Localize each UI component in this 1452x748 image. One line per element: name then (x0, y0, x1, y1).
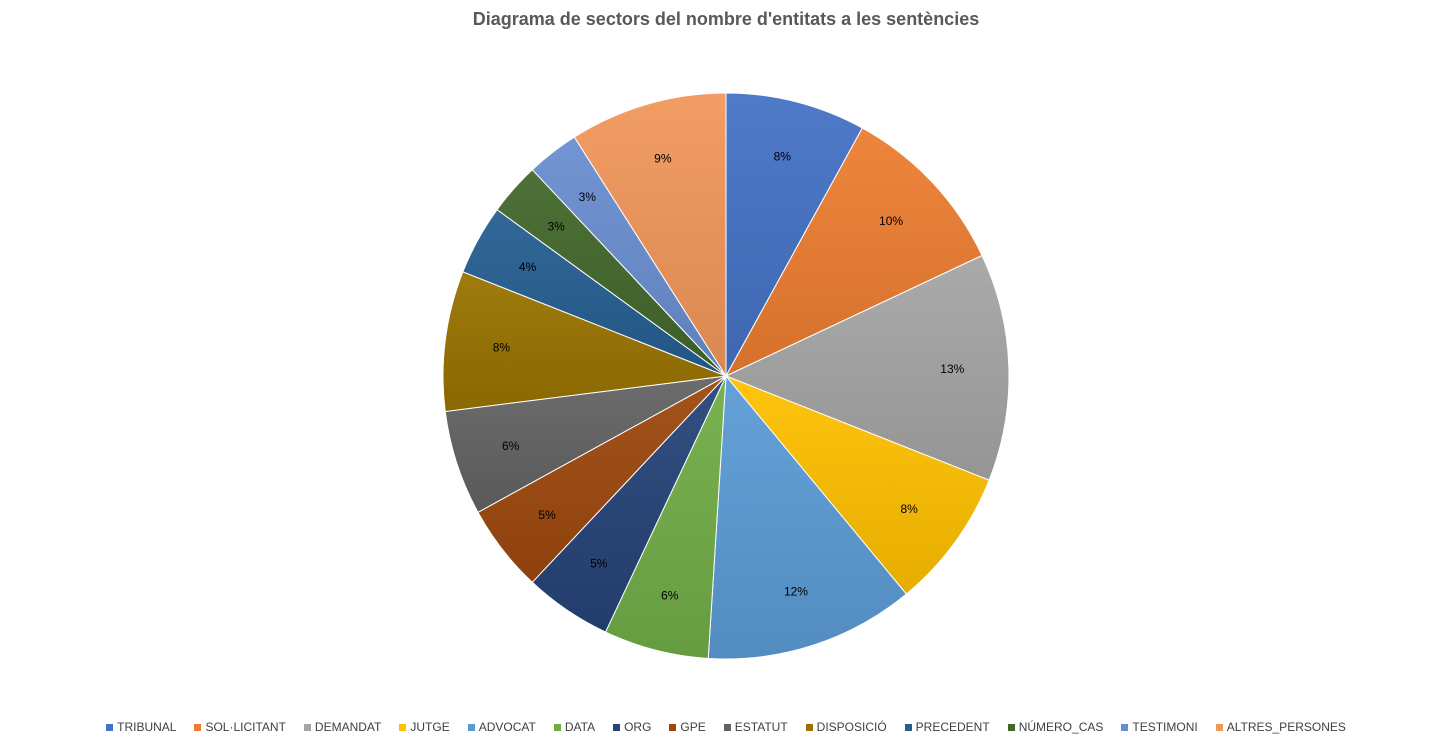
legend-swatch (1215, 723, 1223, 731)
legend-item-data: DATA (553, 720, 596, 734)
legend-label: PRECEDENT (915, 720, 990, 734)
data-label-org: 5% (590, 556, 608, 570)
pie-labels: 8% 10% 13% 8% 12% 6% 5% 5% 6% 8% 4% 3% 3% 9% (493, 150, 965, 603)
legend-swatch (669, 723, 677, 731)
legend-label: DEMANDAT (314, 720, 382, 734)
legend-label: NÚMERO_CAS (1018, 720, 1104, 734)
data-label-testimoni: 3% (579, 190, 597, 204)
data-label-advocat: 12% (784, 584, 808, 598)
legend-item-tribunal: TRIBUNAL (106, 720, 176, 734)
legend-swatch (723, 723, 731, 731)
legend-label: SOL·LICITANT (205, 720, 286, 734)
data-label-tribunal: 8% (774, 150, 792, 164)
legend-swatch (399, 723, 407, 731)
legend-item-testimoni: TESTIMONI (1121, 720, 1198, 734)
legend-label: TESTIMONI (1132, 720, 1198, 734)
legend-item-advocat: ADVOCAT (467, 720, 536, 734)
data-label-gpe: 5% (538, 508, 556, 522)
legend-swatch (303, 723, 311, 731)
data-label-data: 6% (661, 588, 679, 602)
data-label-sol·licitant: 10% (879, 214, 903, 228)
chart-legend: TRIBUNAL SOL·LICITANT DEMANDAT JUTGE ADVOCAT… (0, 720, 1452, 734)
legend-label: DISPOSICIÓ (816, 720, 887, 734)
legend-swatch (467, 723, 475, 731)
pie-slice-demandat (724, 254, 1010, 481)
pie-slice-altres_persones (573, 92, 727, 378)
legend-label: ALTRES_PERSONES (1226, 720, 1346, 734)
legend-label: ADVOCAT (478, 720, 536, 734)
data-label-número_cas: 3% (548, 219, 566, 233)
legend-item-gpe: GPE (669, 720, 706, 734)
data-label-altres_persones: 9% (654, 152, 672, 166)
pie-slice-disposició (442, 271, 727, 413)
legend-item-sol·licitant: SOL·LICITANT (194, 720, 286, 734)
data-label-estatut: 6% (502, 439, 520, 453)
legend-item-número_cas: NÚMERO_CAS (1007, 720, 1104, 734)
data-label-demandat: 13% (940, 362, 964, 376)
chart-title: Diagrama de sectors del nombre d'entitat… (472, 9, 980, 29)
pie-slice-tribunal (725, 92, 864, 377)
legend-label: DATA (564, 720, 596, 734)
data-label-jutge: 8% (900, 502, 918, 516)
legend-swatch (613, 723, 621, 731)
pie-slice-sol·licitant (724, 127, 983, 378)
legend-label: JUTGE (410, 720, 450, 734)
data-label-disposició: 8% (493, 341, 511, 355)
legend-item-jutge: JUTGE (399, 720, 450, 734)
legend-item-disposició: DISPOSICIÓ (805, 720, 887, 734)
legend-swatch (1007, 723, 1015, 731)
legend-label: ORG (624, 720, 652, 734)
data-label-precedent: 4% (519, 260, 537, 274)
legend-item-altres_persones: ALTRES_PERSONES (1215, 720, 1346, 734)
legend-item-precedent: PRECEDENT (904, 720, 990, 734)
legend-swatch (194, 723, 202, 731)
legend-item-org: ORG (613, 720, 651, 734)
legend-label: TRIBUNAL (117, 720, 177, 734)
legend-label: GPE (680, 720, 706, 734)
legend-item-estatut: ESTATUT (723, 720, 788, 734)
legend-swatch (1121, 723, 1129, 731)
legend-swatch (553, 723, 561, 731)
legend-swatch (106, 723, 114, 731)
pie-slice-advocat (707, 374, 908, 660)
legend-swatch (904, 723, 912, 731)
legend-item-demandat: DEMANDAT (303, 720, 382, 734)
pie-slice-jutge (725, 375, 990, 595)
legend-label: ESTATUT (734, 720, 788, 734)
legend-swatch (805, 723, 813, 731)
pie-slices (442, 92, 1010, 660)
